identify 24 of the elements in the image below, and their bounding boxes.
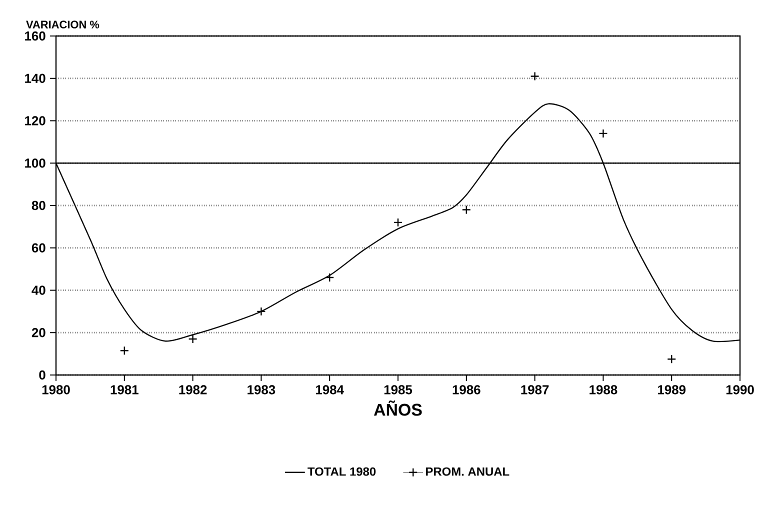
y-tick-label: 120 [25, 116, 46, 126]
y-tick-label: 80 [32, 200, 46, 210]
x-tick-label: 1982 [179, 385, 207, 394]
y-axis-title: VARIACION % [26, 20, 100, 28]
y-tick-label: 40 [32, 286, 46, 295]
y-tick-label: 160 [25, 31, 46, 41]
legend-label: TOTAL 1980 [308, 467, 376, 476]
x-tick-label: 1981 [110, 385, 138, 394]
x-tick-label: 1989 [658, 385, 686, 394]
x-tick-label: 1990 [726, 385, 754, 394]
x-axis-title: AÑOS [374, 400, 422, 416]
x-tick-label: 1986 [452, 385, 480, 394]
x-tick-label: 1983 [248, 385, 276, 394]
y-tick-label: 0 [39, 370, 46, 380]
y-tick-label: 140 [25, 74, 46, 83]
x-tick-label: 1984 [316, 385, 344, 394]
legend-label: PROM. ANUAL [426, 467, 510, 476]
y-tick-label: 20 [32, 328, 46, 338]
x-tick-label: 1987 [521, 385, 549, 394]
x-tick-label: 1988 [590, 385, 618, 394]
y-tick-label: 100 [25, 158, 46, 168]
x-tick-label: 1985 [384, 385, 412, 394]
y-tick-label: 60 [32, 243, 46, 252]
x-tick-label: 1980 [42, 385, 70, 394]
